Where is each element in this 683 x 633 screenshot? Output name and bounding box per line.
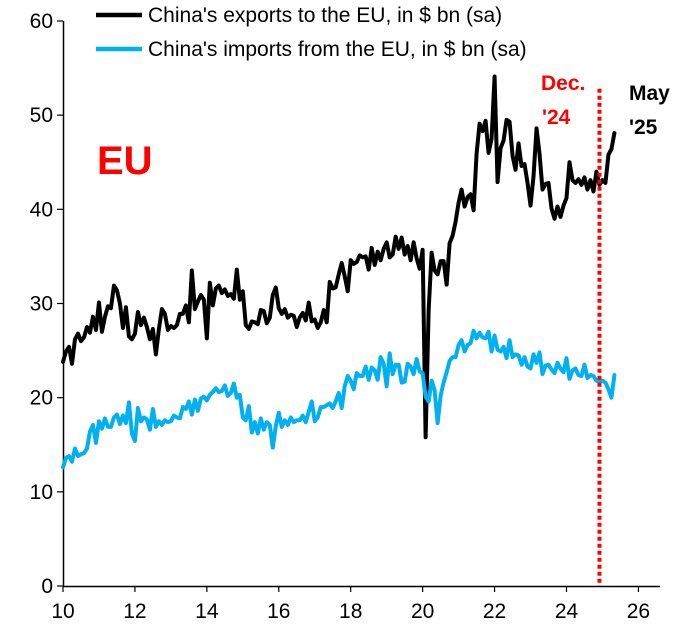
legend-label-imports: China's imports from the EU, in $ bn (sa… — [148, 38, 527, 61]
latest-label-line2: '25 — [629, 116, 658, 139]
x-tick-label: 14 — [195, 600, 219, 623]
series-line-exports — [61, 74, 617, 440]
region-label: EU — [97, 139, 153, 183]
legend: China's exports to the EU, in $ bn (sa) … — [96, 4, 527, 61]
x-tick-label: 20 — [411, 600, 434, 623]
x-tick-label: 16 — [267, 600, 290, 623]
x-tick-label: 22 — [483, 600, 506, 623]
x-tick-label: 10 — [51, 600, 74, 623]
x-tick-label: 26 — [627, 600, 650, 623]
y-tick-label: 10 — [30, 481, 53, 504]
marker-label-line2: '24 — [542, 106, 571, 129]
x-tick-label: 12 — [123, 600, 146, 623]
x-ticks: 10 12 14 16 18 20 22 24 26 — [51, 586, 650, 623]
series-layer — [61, 74, 617, 470]
marker-label-line1: Dec. — [541, 72, 585, 95]
axes — [62, 21, 660, 588]
y-ticks: 0 10 20 30 40 50 60 — [30, 10, 63, 598]
latest-label-line1: May — [629, 82, 670, 105]
x-tick-label: 24 — [555, 600, 579, 623]
y-tick-label: 20 — [30, 387, 53, 410]
y-tick-label: 0 — [41, 575, 53, 598]
y-tick-label: 50 — [30, 104, 53, 127]
y-tick-label: 60 — [30, 10, 53, 33]
y-tick-label: 30 — [30, 293, 53, 316]
y-tick-label: 40 — [30, 198, 53, 221]
series-line-imports — [61, 328, 617, 470]
x-tick-label: 18 — [339, 600, 362, 623]
legend-label-exports: China's exports to the EU, in $ bn (sa) — [148, 4, 502, 27]
